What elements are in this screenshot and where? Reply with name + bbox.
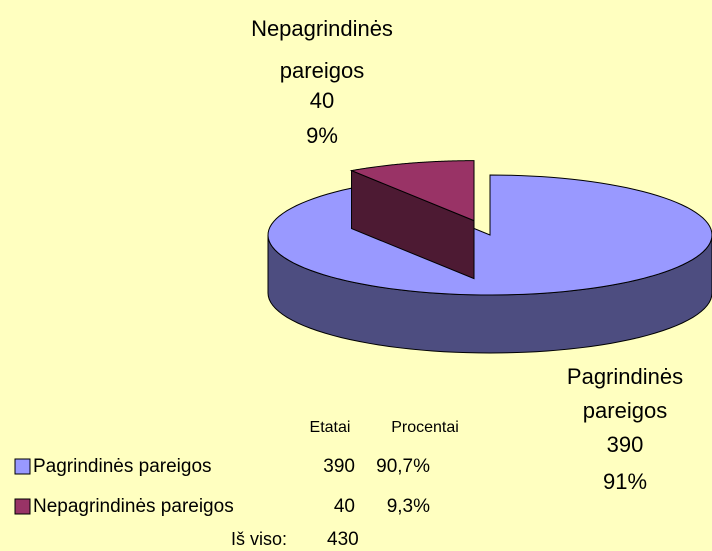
table-cell: 90,7% xyxy=(376,456,430,477)
pie-slice xyxy=(349,160,475,222)
legend-swatch xyxy=(14,458,31,475)
table-total-label: Iš viso: xyxy=(231,529,287,549)
table-cell: 40 xyxy=(334,496,355,517)
table-cell: 390 xyxy=(323,456,355,477)
data-label-value: 390 xyxy=(607,432,644,457)
data-label-name: Pagrindinės pareigos xyxy=(567,364,683,423)
data-label-percent: 9% xyxy=(306,123,338,148)
pie-slice xyxy=(267,174,712,296)
table-total: 430 xyxy=(327,529,359,550)
legend-label: Pagrindinės pareigos xyxy=(33,456,212,477)
data-label-percent: 91% xyxy=(603,469,647,494)
data-label-name: Nepagrindinės pareigos xyxy=(251,16,393,83)
data-label-value: 40 xyxy=(310,88,334,113)
table-header: Procentai xyxy=(391,419,459,436)
table-header: Etatai xyxy=(310,419,351,436)
legend-swatch xyxy=(14,498,31,515)
legend-label: Nepagrindinės pareigos xyxy=(33,496,234,517)
table-cell: 9,3% xyxy=(387,496,430,517)
